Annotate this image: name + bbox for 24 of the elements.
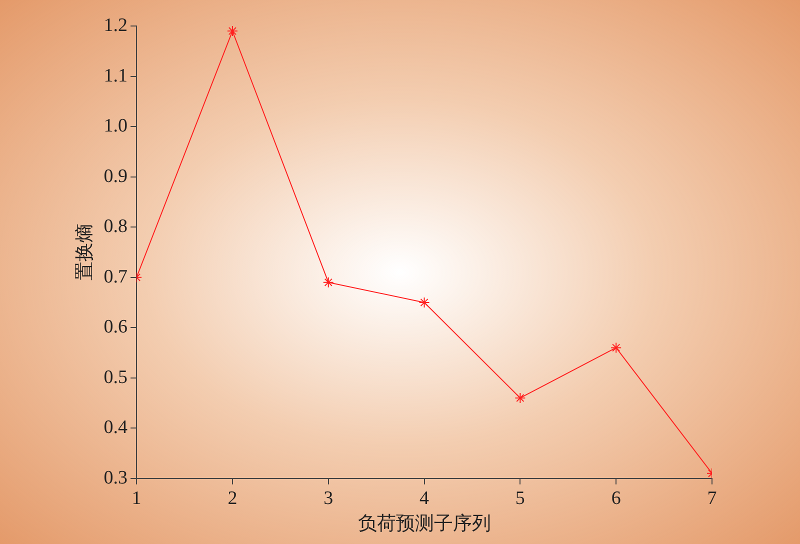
y-tick-label: 1.2 (104, 14, 128, 36)
x-tick-label: 5 (515, 488, 525, 509)
y-tick-label: 0.4 (104, 417, 128, 438)
x-tick-label: 6 (611, 488, 621, 509)
x-tick-label: 7 (707, 488, 717, 509)
x-tick-label: 1 (132, 488, 142, 509)
x-axis-title: 负荷预测子序列 (358, 512, 491, 535)
point (226, 26, 238, 37)
x-tick-label: 3 (324, 488, 334, 509)
y-tick-label: 0.6 (104, 316, 128, 338)
point (418, 296, 430, 308)
y-tick-label: 0.5 (104, 366, 128, 388)
y-tick-label: 0.3 (104, 467, 128, 488)
x-tick-label: 2 (228, 488, 238, 509)
y-tick-label: 0.7 (104, 266, 128, 288)
y-tick-label: 0.9 (104, 166, 128, 187)
x-tick-label: 4 (420, 488, 430, 509)
point (610, 342, 622, 354)
y-tick-label: 0.8 (104, 216, 128, 238)
point (322, 276, 334, 288)
y-tick-label: 1.0 (104, 116, 128, 137)
y-tick-label: 1.1 (104, 65, 128, 86)
y-axis-title: 置换熵 (74, 224, 96, 281)
point (514, 392, 526, 404)
